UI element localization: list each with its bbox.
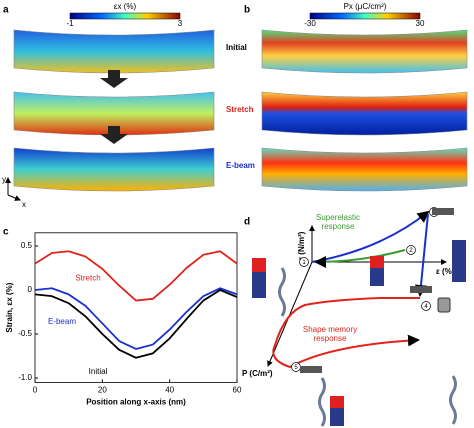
response-label: response	[314, 334, 347, 343]
shape-memory-curve	[272, 297, 420, 369]
line-series	[34, 289, 238, 359]
colorbar-min: -30	[304, 19, 316, 28]
transition-arrow	[100, 70, 128, 88]
line-series	[34, 287, 238, 350]
epsilon-label: ε (%)	[436, 267, 455, 276]
state-label: E-beam	[226, 161, 255, 170]
pillar-top	[370, 256, 384, 268]
drop-curve	[415, 213, 429, 297]
sigma-label: σ (N/m²)	[297, 231, 306, 262]
loading-curve	[311, 210, 430, 263]
panel-label: c	[3, 227, 9, 238]
state-point-label: 4	[424, 304, 428, 310]
colorbar-max: 30	[416, 19, 425, 28]
colorbar	[309, 12, 421, 20]
response-label: response	[322, 222, 355, 231]
axis-x-icon-label: x	[22, 200, 26, 209]
pillar-icon	[452, 240, 466, 282]
beam-map	[261, 91, 468, 136]
series-label: E-beam	[48, 317, 76, 326]
panel-label: b	[244, 5, 250, 16]
y-tick-label: 0	[28, 285, 33, 294]
axis-y-icon-label: y	[2, 175, 6, 184]
p-label: P (C/m²)	[242, 369, 273, 378]
y-tick-label: 0.5	[21, 241, 33, 250]
unloading-curve	[314, 249, 406, 268]
transition-arrow	[100, 126, 128, 144]
tip-icon	[410, 286, 432, 293]
series-label: Initial	[89, 367, 108, 376]
colorbar-min: -1	[66, 19, 74, 28]
state-label: Initial	[226, 43, 247, 52]
wire-icon	[278, 267, 286, 317]
wire-icon	[318, 377, 326, 427]
x-axis-label: Position along x-axis (nm)	[86, 398, 186, 407]
state-point-label: 2	[409, 248, 413, 254]
colorbar-max: 3	[178, 19, 183, 28]
wire-icon	[449, 375, 457, 425]
state-label: Stretch	[226, 105, 254, 114]
y-tick-label: -0.5	[18, 329, 32, 338]
colorbar	[69, 12, 181, 20]
plot-frame	[34, 232, 238, 383]
axis-x-icon	[7, 194, 21, 201]
response-label: Shape memory	[303, 325, 357, 334]
line-series	[34, 250, 238, 302]
beam-map	[13, 91, 215, 136]
pillar-top	[252, 258, 266, 272]
colorbar-label: εx (%)	[114, 2, 137, 11]
panel-label: a	[3, 5, 9, 16]
x-tick-label: 40	[165, 386, 174, 395]
state-point-label: 1	[302, 260, 306, 266]
beam-map	[13, 147, 215, 192]
pillar-top	[330, 396, 344, 408]
beam-map	[261, 29, 468, 74]
state-point	[299, 257, 309, 267]
state-point	[406, 245, 416, 255]
beam-map	[13, 29, 215, 74]
panel-label: d	[244, 217, 250, 228]
beam-map	[261, 147, 468, 192]
colorbar-label: Px (μC/cm²)	[344, 2, 387, 11]
tip-icon	[300, 366, 322, 373]
tip-icon	[432, 208, 454, 215]
x-tick-label: 20	[98, 386, 107, 395]
x-tick-label: 0	[33, 386, 38, 395]
state-point-label: 5	[294, 365, 298, 371]
weight-icon	[437, 297, 451, 313]
series-label: Stretch	[75, 274, 100, 283]
x-tick-label: 60	[233, 386, 242, 395]
response-label: Superelastic	[316, 213, 360, 222]
y-tick-label: -1.0	[18, 373, 32, 382]
y-axis-label: Strain, εx (%)	[5, 282, 14, 332]
state-point	[421, 301, 431, 311]
